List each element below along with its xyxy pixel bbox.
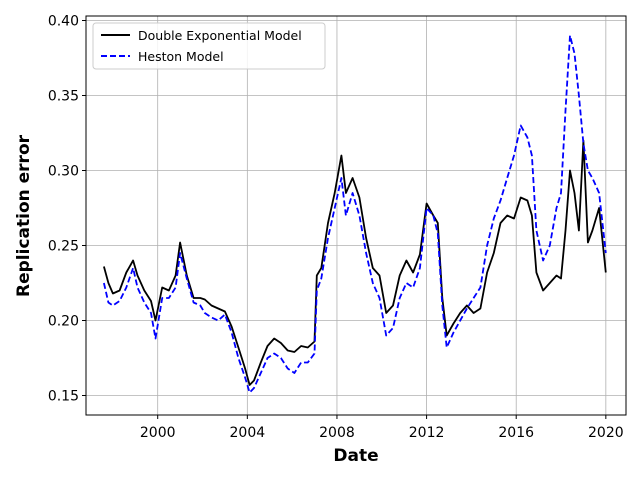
x-axis-title: Date — [333, 446, 378, 466]
x-tick-label: 2008 — [319, 425, 355, 441]
series-line-heston — [103, 34, 607, 394]
series-layer — [103, 34, 607, 394]
legend-label-heston: Heston Model — [138, 49, 224, 64]
legend-box — [92, 22, 326, 70]
y-axis-title: Replication error — [14, 134, 34, 297]
y-tick-label: 0.20 — [48, 314, 79, 330]
x-tick-label: 2012 — [409, 425, 445, 441]
x-tick-label: 2020 — [588, 425, 624, 441]
y-tick-label: 0.35 — [48, 89, 79, 105]
y-tick-label: 0.30 — [48, 164, 79, 180]
legend: Double Exponential Model Heston Model — [92, 22, 326, 70]
x-tick-label: 2016 — [498, 425, 534, 441]
y-tick-label: 0.40 — [48, 14, 79, 30]
y-tick-label: 0.15 — [48, 389, 79, 405]
x-tick-label: 2004 — [230, 425, 266, 441]
y-tick-label: 0.25 — [48, 239, 79, 255]
tick-layer: 2000 2004 2008 2012 2016 2020 0.15 0.20 0.25 0.30… — [48, 14, 624, 442]
plot-frame — [85, 15, 627, 416]
grid — [86, 16, 626, 415]
legend-label-double-exponential: Double Exponential Model — [138, 28, 302, 43]
x-tick-label: 2000 — [140, 425, 176, 441]
series-line-double-exponential — [103, 139, 607, 386]
